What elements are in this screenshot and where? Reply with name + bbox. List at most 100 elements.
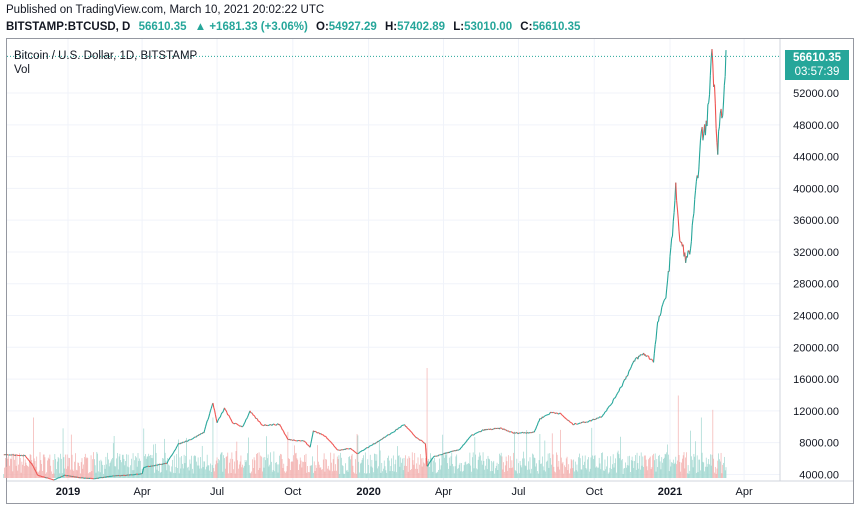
- volume-bar: [314, 471, 316, 478]
- volume-bar: [104, 468, 106, 478]
- volume-bar: [665, 454, 667, 478]
- volume-bar: [28, 466, 29, 478]
- price-segment: [691, 218, 694, 226]
- price-segment: [661, 304, 664, 308]
- price-segment: [226, 412, 229, 416]
- volume-bar: [28, 460, 30, 478]
- volume-bar: [124, 465, 126, 478]
- price-segment: [560, 412, 562, 415]
- price-segment: [207, 416, 210, 420]
- volume-bar: [421, 466, 423, 478]
- volume-bar: [255, 473, 257, 478]
- price-segment: [651, 359, 654, 361]
- volume-bar: [159, 472, 161, 478]
- price-segment: [424, 443, 427, 456]
- volume-bar: [551, 433, 553, 478]
- volume-bar: [146, 456, 148, 478]
- price-segment: [327, 438, 329, 440]
- chart-frame[interactable]: [6, 38, 854, 504]
- price-segment: [208, 413, 211, 418]
- volume-bar: [585, 467, 587, 478]
- volume-bar: [708, 459, 710, 478]
- volume-bar: [80, 473, 81, 478]
- volume-bar: [497, 469, 499, 478]
- volume-bar: [462, 471, 463, 478]
- volume-bar: [689, 470, 691, 478]
- volume-bar: [298, 469, 299, 478]
- volume-bar: [655, 471, 657, 478]
- price-segment: [673, 200, 676, 213]
- price-segment: [712, 64, 715, 87]
- volume-bar: [4, 467, 5, 478]
- volume-bar: [605, 469, 607, 478]
- price-segment: [174, 448, 177, 451]
- volume-bar: [687, 465, 689, 478]
- price-segment: [720, 108, 723, 119]
- volume-bar: [295, 452, 297, 478]
- volume-bar: [542, 466, 544, 478]
- volume-bar: [347, 471, 349, 478]
- price-segment: [349, 447, 351, 450]
- price-segment: [214, 410, 216, 415]
- volume-bar: [285, 472, 286, 478]
- volume-bar: [238, 464, 240, 478]
- price-segment: [441, 453, 444, 456]
- price-segment: [243, 421, 246, 424]
- volume-bar: [664, 453, 666, 478]
- volume-bar: [254, 460, 256, 478]
- price-segment: [629, 368, 631, 371]
- volume-bar: [181, 456, 182, 478]
- price-segment: [413, 434, 416, 437]
- price-segment: [223, 407, 226, 411]
- volume-bar: [625, 462, 626, 478]
- price-segment: [280, 426, 283, 430]
- volume-bar: [701, 452, 703, 478]
- volume-bar: [299, 464, 300, 478]
- price-segment: [228, 414, 230, 417]
- price-segment: [699, 131, 702, 141]
- volume-bar: [145, 458, 147, 478]
- volume-bar: [153, 444, 154, 478]
- price-segment: [173, 449, 176, 452]
- volume-bar: [643, 467, 644, 478]
- volume-bar: [486, 458, 487, 478]
- price-segment: [676, 208, 679, 220]
- volume-bar: [514, 470, 516, 478]
- volume-bar: [75, 469, 77, 478]
- volume-bar: [647, 470, 649, 478]
- volume-bar: [83, 464, 84, 478]
- volume-bar: [399, 466, 401, 478]
- volume-bar: [416, 468, 418, 478]
- price-segment: [425, 455, 428, 467]
- price-segment: [554, 412, 556, 415]
- volume-bar: [360, 463, 361, 478]
- volume-bar: [559, 469, 560, 478]
- price-segment: [34, 469, 37, 472]
- volume-bar: [89, 472, 91, 478]
- volume-bar: [320, 467, 322, 478]
- volume-bar: [459, 462, 461, 478]
- volume-bar: [69, 458, 70, 478]
- volume-bar: [116, 458, 117, 478]
- volume-bar: [501, 456, 503, 478]
- volume-bar: [200, 457, 201, 478]
- price-segment: [335, 447, 337, 450]
- volume-bar: [268, 466, 270, 478]
- volume-bar: [309, 465, 311, 478]
- volume-bar: [317, 445, 318, 478]
- price-segment: [177, 443, 179, 446]
- volume-bar: [607, 473, 609, 478]
- volume-bar: [568, 464, 570, 478]
- volume-bar: [441, 454, 443, 478]
- bar-countdown: 03:57:39: [794, 66, 840, 78]
- price-segment: [615, 394, 617, 398]
- price-segment: [590, 419, 593, 422]
- volume-bar: [271, 461, 272, 478]
- volume-bar: [615, 458, 616, 478]
- volume-bar: [173, 472, 174, 478]
- volume-bar: [241, 467, 243, 478]
- price-segment: [455, 449, 458, 452]
- price-segment: [350, 447, 352, 450]
- volume-bar: [529, 457, 531, 478]
